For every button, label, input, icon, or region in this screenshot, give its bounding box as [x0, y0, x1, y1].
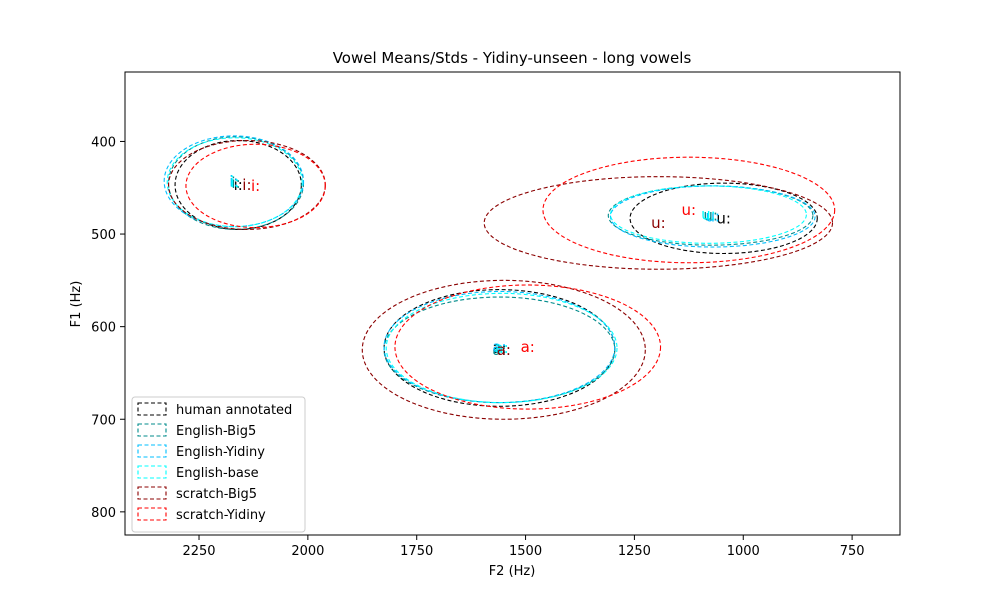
vowel-label-english-yidiny-2: u:: [705, 207, 720, 225]
y-tick-label: 600: [91, 321, 116, 336]
legend-entry: English-Big5: [176, 424, 256, 439]
y-tick-label: 500: [91, 228, 116, 243]
vowel-label-english-base-0: i:: [230, 173, 239, 191]
ellipse-english-base-0: [166, 137, 303, 228]
x-tick-label: 2000: [291, 544, 324, 559]
vowel-label-scratch-big5-2: u:: [651, 214, 666, 232]
vowel-label-scratch-big5-0: i:: [242, 176, 251, 194]
legend-swatch: [137, 465, 167, 479]
x-tick-label: 1000: [727, 544, 760, 559]
legend-swatch: [137, 444, 167, 458]
vowel-label-english-yidiny-0: i:: [229, 172, 238, 190]
ellipse-english-base-1: [385, 292, 618, 404]
vowel-label-english-big5-1: a:: [492, 341, 506, 359]
vowel-label-scratch-yidiny-1: a:: [521, 338, 535, 356]
legend-entry: scratch-Big5: [176, 487, 257, 502]
x-tick-label: 1500: [509, 544, 542, 559]
vowel-label-english-big5-0: i:: [231, 174, 240, 192]
legend-swatch: [137, 402, 167, 416]
vowel-label-english-yidiny-1: a:: [492, 338, 506, 356]
plot-frame: [124, 71, 901, 536]
vowel-label-english-base-1: a:: [494, 339, 508, 357]
vowel-label-scratch-big5-1: a:: [497, 341, 511, 359]
legend-entry: English-Yidiny: [176, 445, 265, 460]
y-tick-label: 400: [91, 135, 116, 150]
plot-area: i:a:u:i:a:u:i:a:u:i:a:u:i:a:u:i:a:u:: [163, 135, 836, 420]
legend-swatch: [137, 486, 167, 500]
x-axis: 2250 2000 1750 1500 1250 1000 750: [182, 535, 865, 559]
y-axis: 400 500 600 700 800: [91, 135, 125, 521]
vowel-label-human-annotated-0: i:: [234, 176, 243, 194]
ellipse-human-annotated-2: [629, 182, 818, 255]
chart-title: Vowel Means/Stds - Yidiny-unseen - long …: [333, 49, 692, 67]
legend-entry: English-base: [176, 466, 259, 481]
x-tick-label: 1250: [618, 544, 651, 559]
x-tick-label: 2250: [182, 544, 215, 559]
y-axis-label: F1 (Hz): [69, 281, 84, 328]
legend-swatch: [137, 423, 167, 437]
legend-swatch: [137, 507, 167, 521]
vowel-label-human-annotated-2: u:: [716, 209, 731, 227]
ellipse-scratch-yidiny-1: [394, 284, 662, 410]
x-tick-label: 750: [840, 544, 865, 559]
ellipse-english-base-2: [609, 185, 807, 244]
ellipse-scratch-yidiny-2: [542, 156, 836, 264]
vowel-label-english-base-2: u:: [701, 206, 716, 224]
x-axis-label: F2 (Hz): [489, 564, 536, 579]
legend: human annotated English-Big5 English-Yidin…: [131, 396, 306, 533]
x-tick-label: 1750: [400, 544, 433, 559]
y-tick-label: 800: [91, 506, 116, 521]
ellipse-scratch-yidiny-0: [185, 143, 326, 229]
vowel-label-scratch-yidiny-0: i:: [251, 177, 260, 195]
y-tick-label: 700: [91, 413, 116, 428]
ellipse-scratch-big5-1: [361, 279, 646, 420]
vowel-label-scratch-yidiny-2: u:: [682, 201, 697, 219]
ellipse-scratch-big5-2: [483, 176, 834, 270]
vowel-label-english-big5-2: u:: [703, 207, 718, 225]
legend-entry: human annotated: [176, 403, 292, 418]
ellipse-english-yidiny-0: [163, 135, 305, 228]
legend-entry: scratch-Yidiny: [176, 508, 266, 523]
vowel-label-human-annotated-1: a:: [492, 339, 506, 357]
legend-box: [131, 396, 306, 533]
